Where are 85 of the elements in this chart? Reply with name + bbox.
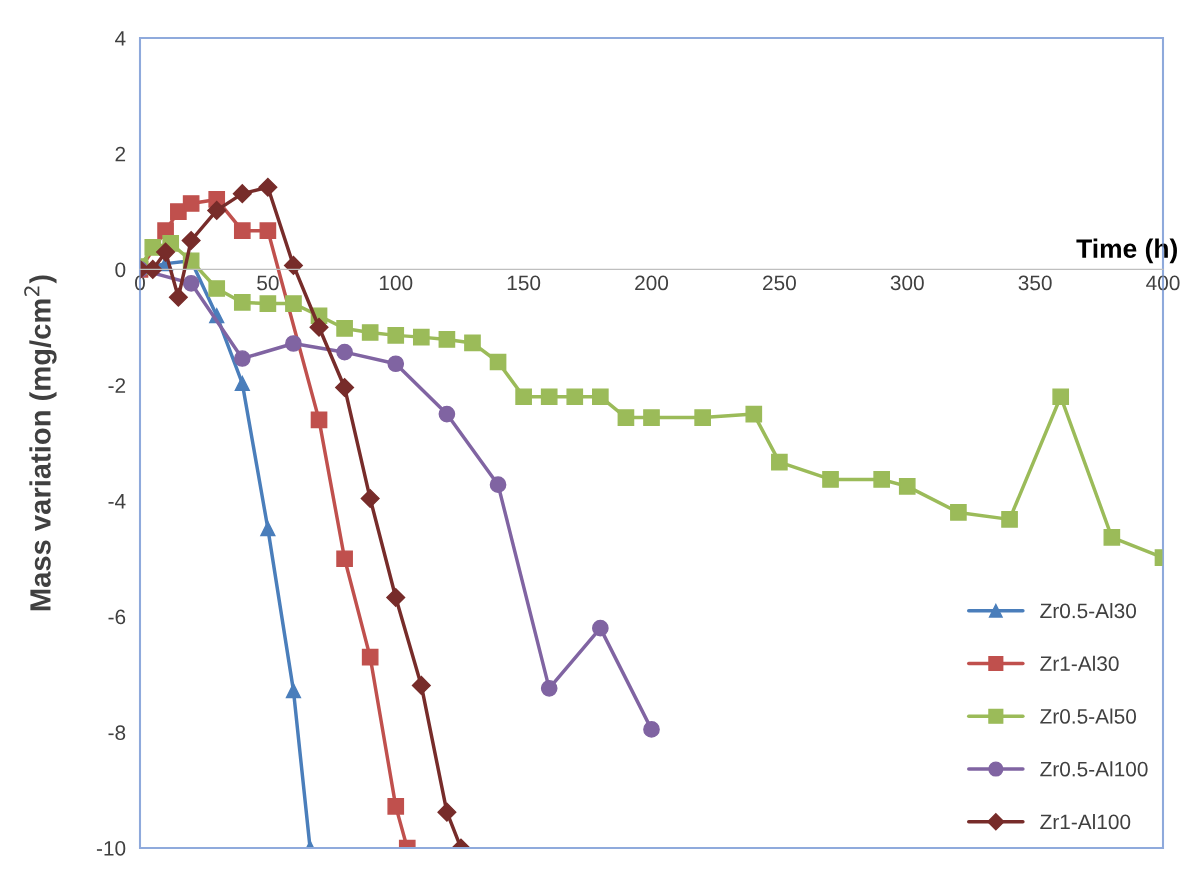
point [232,184,252,204]
point [489,353,507,371]
point [592,619,609,637]
point [464,334,481,352]
point [745,405,763,423]
point [412,328,430,346]
point [822,471,839,488]
point [566,388,584,406]
y-tick-label: -2 [108,378,126,393]
point [438,331,456,348]
point [437,802,457,822]
point [143,259,163,279]
point [259,222,277,239]
point [208,280,226,297]
point [335,377,355,397]
x-tick-label: 300 [890,275,924,291]
point [181,230,201,251]
point [694,409,711,426]
point [515,388,532,406]
point [643,409,660,426]
point [170,203,187,220]
point [489,476,507,493]
point [387,798,405,815]
point [285,295,302,312]
point [386,587,406,608]
point [144,239,162,256]
y-tick-label: -8 [108,725,126,741]
point [156,242,176,262]
point [336,320,353,337]
y-tick-label: -10 [96,841,126,856]
point [285,335,302,352]
legend-label: Zr0.5-Al100 [1040,761,1148,777]
legend-label: Zr0.5-Al50 [1040,708,1137,724]
point [336,550,353,568]
point [233,350,251,367]
point [1103,528,1121,546]
x-tick-label: 150 [507,275,541,291]
point [1052,388,1070,406]
point [592,388,609,406]
point [540,679,558,697]
point [283,255,303,275]
point [260,520,276,537]
point [258,177,278,197]
x-tick-label: 50 [257,275,279,291]
x-tick-label: 100 [379,275,413,291]
point [873,471,891,488]
y-tick-label: -6 [108,609,126,625]
point [168,287,188,307]
x-axis-title: Time (h) [1076,238,1177,264]
point [234,375,250,392]
point [233,222,251,239]
y-tick-label: 0 [115,262,126,278]
point [310,411,328,429]
point [182,274,200,292]
point [1001,511,1018,528]
y-axis-title: Mass variation (mg/cm$^{2}$) [24,275,57,611]
point [285,682,302,699]
x-tick-label: 200 [635,275,669,291]
point [643,721,660,738]
point [540,388,558,406]
point [360,489,380,509]
point [438,405,456,423]
point [309,317,329,337]
y-tick-label: -4 [108,494,126,509]
point [950,504,967,521]
point [387,355,405,373]
legend-label: Zr1-Al100 [1040,814,1131,830]
point [617,409,635,426]
legend-label: Zr0.5-Al30 [1040,602,1137,619]
x-tick-label: 350 [1018,275,1052,291]
point [361,324,379,341]
point [259,295,277,312]
point [336,343,353,361]
legend-label: Zr1-Al30 [1040,655,1119,672]
point [898,478,916,495]
point [233,294,251,311]
point [361,648,379,666]
point [411,675,431,695]
point [771,453,788,471]
y-tick-label: 2 [115,146,126,162]
y-tick-label: 4 [115,31,126,46]
x-tick-label: 250 [763,275,796,291]
point [207,200,227,220]
point [182,195,200,212]
point [387,327,405,344]
